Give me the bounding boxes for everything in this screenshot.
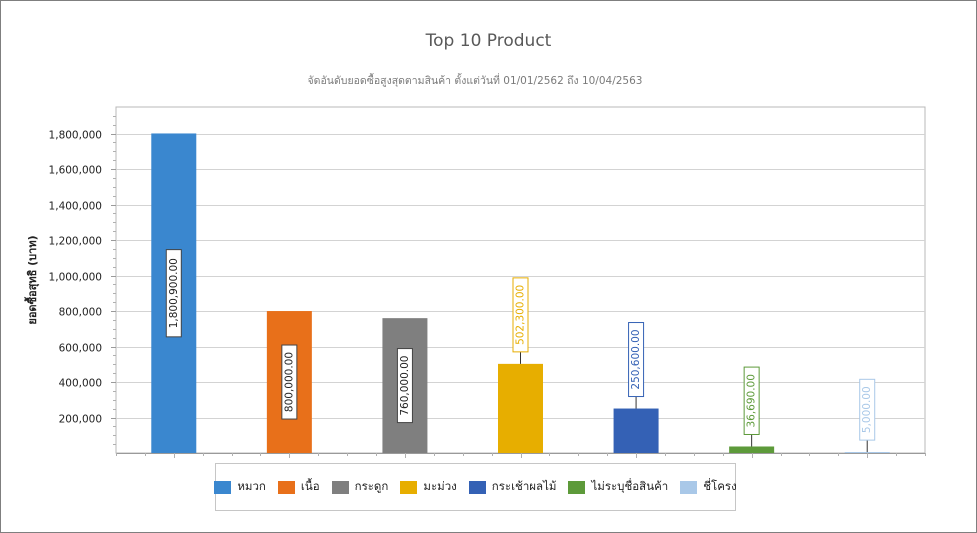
legend-item: มะม่วง (400, 478, 457, 496)
legend-item: เนื้อ (277, 478, 320, 496)
legend-label: ไม่ระบุชื่อสินค้า (591, 479, 669, 493)
y-axis-label: ยอดซื้อสุทธิ (บาท) (24, 235, 40, 324)
y-tick-label: 1,200,000 (49, 236, 102, 248)
chart-title: Top 10 Product (425, 31, 552, 51)
legend-swatch (468, 480, 486, 494)
legend-swatch (214, 480, 232, 494)
data-label: 502,300.00 (515, 285, 527, 345)
y-tick-label: 200,000 (59, 414, 102, 426)
y-tick-label: 1,600,000 (49, 165, 102, 177)
y-tick-label: 400,000 (59, 378, 102, 390)
legend-label: มะม่วง (423, 479, 457, 493)
data-label: 760,000.00 (399, 356, 411, 416)
data-label-box (165, 249, 182, 338)
data-label-box (743, 366, 760, 435)
bar-6 (729, 446, 775, 453)
data-label-box (512, 277, 529, 353)
bar-7 (844, 452, 890, 453)
legend-swatch (277, 480, 295, 494)
data-label: 800,000.00 (283, 352, 295, 412)
legend-swatch (331, 480, 349, 494)
legend-label: เนื้อ (300, 479, 320, 493)
data-label: 5,000.00 (861, 386, 873, 433)
data-label-box (859, 378, 876, 441)
data-label: 250,600.00 (630, 329, 642, 389)
legend-item: ชี่โครง (680, 478, 737, 496)
y-tick-label: 1,400,000 (49, 201, 102, 213)
chart-legend: หมวก เนื้อ กระดูก มะม่วง กระเช้าผลไม้ ไม่ระบุ… (214, 463, 737, 511)
legend-item: กระเช้าผลไม้ (468, 478, 557, 496)
bar-4 (498, 363, 543, 453)
legend-item: หมวก (214, 478, 266, 496)
y-tick-label: 1,800,000 (49, 130, 102, 142)
legend-label: หมวก (237, 479, 266, 493)
data-label-box (628, 322, 645, 398)
legend-swatch (400, 480, 418, 494)
legend-swatch (680, 480, 698, 494)
legend-label: กระเช้าผลไม้ (491, 479, 557, 493)
data-label: 1,800,900.00 (168, 258, 180, 328)
chart-subtitle: จัดอันดับยอดซื้อสูงสุดตามสินค้า ตั้งแต่ว… (307, 75, 643, 87)
legend-label: ชี่โครง (703, 479, 737, 493)
legend-item: ไม่ระบุชื่อสินค้า (568, 478, 668, 496)
bar-5 (613, 408, 659, 453)
legend-swatch (568, 480, 586, 494)
data-label-box (281, 344, 298, 420)
legend-item: กระดูก (331, 478, 389, 496)
data-label: 36,690.00 (746, 374, 758, 427)
y-tick-label: 1,000,000 (49, 272, 102, 284)
data-label-box (396, 348, 413, 424)
y-tick-label: 800,000 (59, 307, 102, 319)
y-tick-label: 600,000 (59, 343, 102, 355)
legend-label: กระดูก (354, 479, 389, 493)
